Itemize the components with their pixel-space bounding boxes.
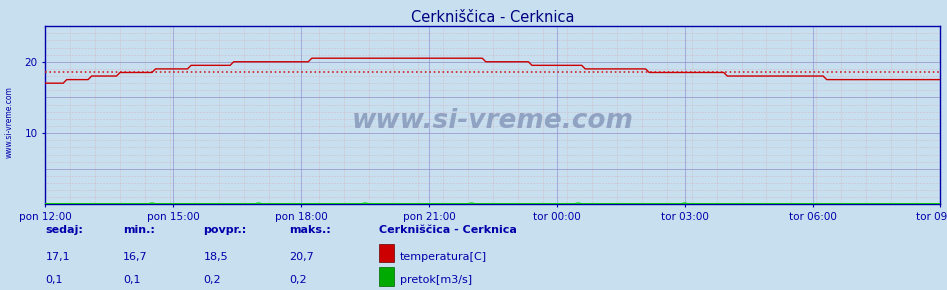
Text: 20,7: 20,7: [289, 251, 313, 262]
Text: pretok[m3/s]: pretok[m3/s]: [400, 275, 472, 285]
Text: 16,7: 16,7: [123, 251, 148, 262]
Text: Cerkniščica - Cerknica: Cerkniščica - Cerknica: [379, 225, 517, 235]
Text: povpr.:: povpr.:: [204, 225, 247, 235]
Text: 0,2: 0,2: [289, 275, 307, 285]
Text: www.si-vreme.com: www.si-vreme.com: [352, 108, 634, 134]
Text: 0,2: 0,2: [204, 275, 222, 285]
Text: 18,5: 18,5: [204, 251, 228, 262]
Text: sedaj:: sedaj:: [45, 225, 83, 235]
Text: maks.:: maks.:: [289, 225, 331, 235]
Text: min.:: min.:: [123, 225, 155, 235]
Title: Cerkniščica - Cerknica: Cerkniščica - Cerknica: [411, 10, 575, 25]
Text: 17,1: 17,1: [45, 251, 70, 262]
Text: 0,1: 0,1: [45, 275, 63, 285]
Text: www.si-vreme.com: www.si-vreme.com: [5, 86, 14, 158]
Text: 0,1: 0,1: [123, 275, 140, 285]
Text: temperatura[C]: temperatura[C]: [400, 251, 487, 262]
